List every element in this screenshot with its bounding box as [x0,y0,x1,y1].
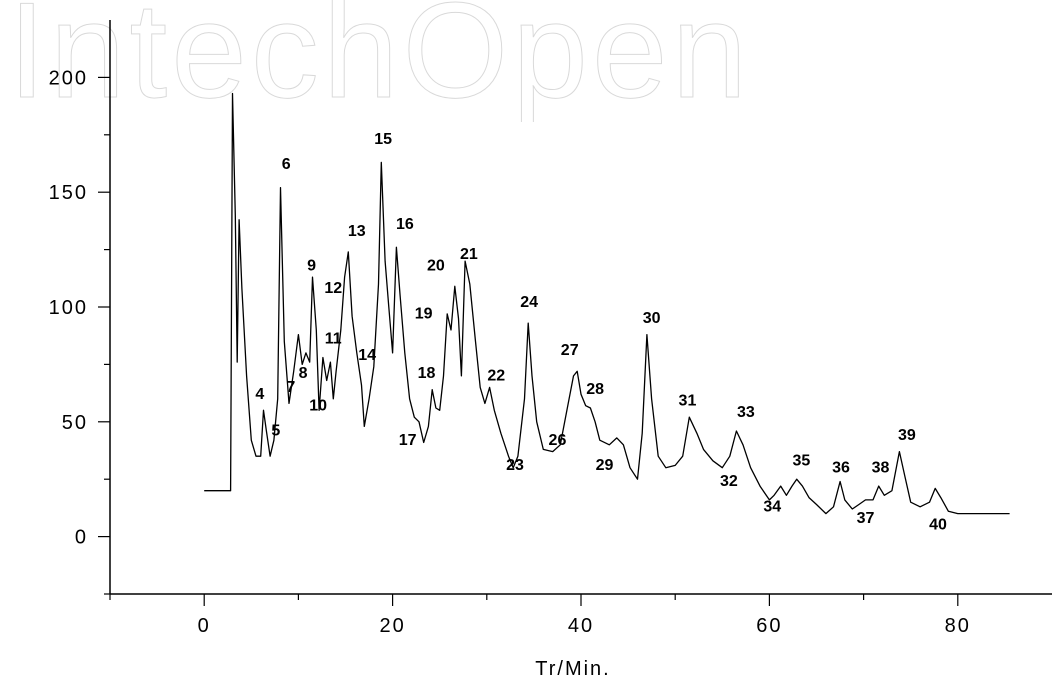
x-tick-label: 0 [198,615,211,637]
x-tick-label: 80 [945,615,971,637]
y-tick-label: 50 [62,412,88,434]
peak-label: 19 [415,305,433,322]
axes [109,20,1052,595]
peak-label: 37 [857,510,875,527]
peak-label: 35 [793,452,811,469]
peak-label: 23 [506,457,524,474]
peak-label: 8 [299,365,308,382]
peak-label: 30 [643,310,661,327]
peak-label: 14 [358,347,376,364]
peak-label: 36 [832,459,850,476]
x-axis-title: Tr/Min. [535,658,610,680]
peak-label: 38 [872,459,890,476]
peak-label: 21 [460,246,478,263]
x-tick-label: 60 [756,615,782,637]
peak-label: 11 [325,331,342,348]
peak-label: 6 [282,156,291,173]
series-line [204,92,1010,515]
peak-label: 17 [399,432,417,449]
peak-labels: 4 5 6 78 9 10 11 12 13 14 15 16 17 18 19 20 21 22 23 24 26 27… [255,131,947,534]
peak-label: 16 [396,216,414,233]
y-tick-label: 0 [75,527,88,549]
x-tick-label: 40 [568,615,594,637]
y-tick-label: 150 [49,182,88,204]
peak-label: 4 [255,386,264,403]
y-tick-label: 100 [49,297,88,319]
peak-label: 5 [271,423,280,440]
peak-label: 40 [929,517,947,534]
peak-label: 15 [374,131,392,148]
peak-label: 12 [324,280,342,297]
peak-label: 39 [898,427,916,444]
peak-label: 24 [520,294,538,311]
peak-label: 31 [679,393,697,410]
series-layer [204,92,1010,515]
peak-label: 13 [348,223,366,240]
peak-label: 26 [549,432,567,449]
peak-label: 9 [307,257,316,274]
peak-label: 29 [596,457,614,474]
peak-label: 20 [427,257,445,274]
peak-label: 27 [561,342,579,359]
peak-label: 28 [586,381,604,398]
peak-label: 10 [309,397,327,414]
peak-label: 7 [286,379,295,396]
peak-label: 32 [720,473,738,490]
y-tick-label: 200 [49,67,88,89]
axis-ticks: 0 50 100 150 200 0 20 40 60 80 [49,67,971,637]
peak-label: 33 [737,404,755,421]
peak-label: 18 [418,365,436,382]
x-tick-label: 20 [379,615,405,637]
peak-label: 22 [487,367,505,384]
peak-label: 34 [763,498,781,515]
